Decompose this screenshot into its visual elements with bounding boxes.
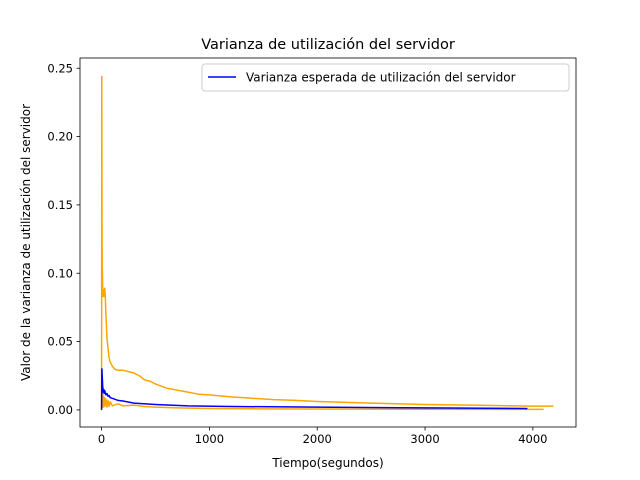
x-tick-label: 0 — [98, 432, 105, 446]
y-tick-label: 0.15 — [47, 198, 73, 212]
y-tick-label: 0.20 — [47, 130, 73, 144]
y-tick-label: 0.05 — [47, 335, 73, 349]
plot-lines — [100, 75, 554, 411]
y-tick-label: 0.00 — [47, 403, 73, 417]
plot-frame — [79, 57, 577, 428]
legend-box — [201, 63, 570, 92]
x-tick-label: 2000 — [303, 432, 332, 446]
series-line-variance-band-2 — [100, 388, 544, 411]
x-axis-label: Tiempo(segundos) — [271, 456, 383, 470]
x-tick-label: 3000 — [410, 432, 439, 446]
x-tick-label: 4000 — [518, 432, 547, 446]
x-tick-label: 1000 — [195, 432, 224, 446]
legend-label-expected-variance: Varianza esperada de utilización del ser… — [246, 71, 516, 85]
chart-title: Varianza de utilización del servidor — [201, 37, 455, 53]
y-axis-label: Valor de la varianza de utilización del … — [19, 104, 33, 381]
y-tick-label: 0.25 — [47, 61, 73, 75]
legend: Varianza esperada de utilización del ser… — [201, 63, 570, 92]
series-line-variance-band-1 — [100, 75, 554, 410]
x-axis-ticks: 0 1000 2000 3000 4000 — [98, 427, 548, 446]
series-line-expected-variance — [100, 368, 528, 410]
y-axis-ticks: 0.00 0.05 0.10 0.15 0.20 0.25 — [47, 61, 80, 417]
y-tick-label: 0.10 — [47, 266, 73, 280]
